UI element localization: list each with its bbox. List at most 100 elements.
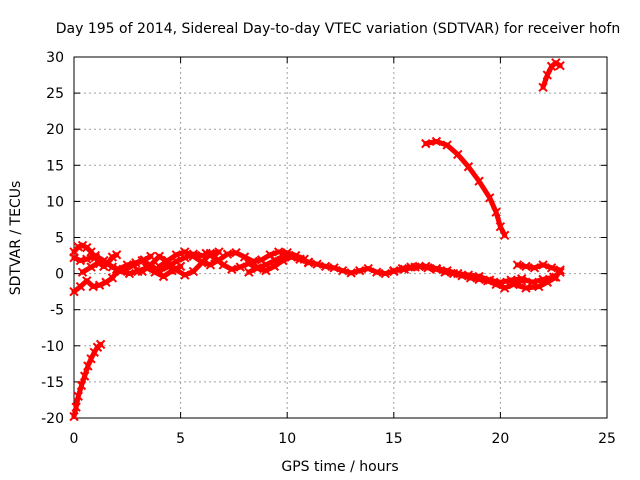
x-tick-label: 25 [598,431,616,447]
data-point [261,260,271,270]
x-axis-title: GPS time / hours [281,459,398,475]
series-line [423,139,508,238]
data-point [82,254,92,264]
data-point [171,250,182,260]
data-point [442,266,452,276]
data-point [538,82,548,93]
data-point [71,402,81,412]
data-point [210,253,220,263]
data-point [94,257,105,267]
y-tick-label: 5 [55,231,64,247]
x-tick-label: 10 [278,431,296,447]
data-point [389,266,399,276]
data-point [73,391,83,402]
data-point [188,266,199,277]
data-point [555,265,565,275]
data-point [111,250,122,260]
data-point [312,259,322,269]
data-point [542,277,553,287]
data-point [101,277,111,287]
data-point [491,207,501,217]
series-arc-11 [421,136,510,241]
data-point [128,260,139,270]
data-point [354,266,365,276]
y-tick-label: 10 [46,194,64,210]
data-point [442,140,452,150]
data-point [163,255,173,266]
data-point [95,339,106,350]
data-point [265,250,275,260]
data-point [320,261,331,272]
data-point [555,60,565,71]
data-point [89,347,99,358]
data-point [499,230,510,241]
data-point [252,263,263,273]
data-point [363,263,373,274]
data-point [137,266,147,277]
data-point [154,251,164,261]
ticks [73,56,608,419]
y-axis-title: SDTVAR / TECUs [8,181,24,296]
data-point [214,247,224,257]
y-tick-label: 20 [46,122,64,138]
data-point [286,252,297,262]
data-point [485,275,495,285]
data-point [201,248,211,259]
series-arc-13 [538,58,565,93]
data-point [303,257,314,267]
data-point [239,252,250,262]
data-point [463,162,474,172]
data-point [380,268,390,279]
data-point [508,279,518,290]
data-point [521,283,531,293]
data-point [154,261,164,272]
series-line [246,253,525,291]
data-point [410,262,420,272]
data-point [463,270,474,280]
y-tick-label: -20 [41,411,64,427]
data-point [83,361,93,371]
data-point [538,260,548,270]
data-point [188,251,199,261]
data-point [399,264,410,274]
y-tick-label: -5 [50,303,64,319]
data-point [180,247,190,257]
data-point [421,138,431,149]
data-point [346,268,356,278]
data-point [421,261,431,272]
data-point [551,272,561,282]
data-point [76,380,87,391]
data-point [107,273,118,283]
tick-labels: 0 5 10 15 20 25 -20 -15 -10 -5 0 5 10 15 20 25 30 [41,50,616,447]
series-arc-1 [69,339,106,422]
data-point [474,176,484,186]
data-point [485,193,495,203]
data-point [227,264,237,274]
data-point [337,266,348,276]
data-point [86,262,96,272]
data-point [372,267,382,277]
data-point [77,267,88,277]
data-point [120,265,130,275]
data-point [69,411,79,422]
data-point [495,277,506,287]
data-point [180,270,190,280]
data-point [546,263,557,273]
data-point [517,273,527,284]
x-tick-label: 15 [385,431,403,447]
y-tick-label: 15 [46,158,64,174]
data-point [231,247,241,258]
data-point [94,280,105,290]
data-point [235,262,246,272]
data-point [542,70,553,80]
y-tick-label: 30 [46,50,64,66]
data-point [431,263,442,274]
data-point [137,255,147,266]
data-point [329,263,339,273]
y-tick-label: -15 [41,375,64,391]
series-line [139,249,222,278]
data-point [495,221,506,232]
data-point [103,259,113,269]
data-point [222,249,233,259]
